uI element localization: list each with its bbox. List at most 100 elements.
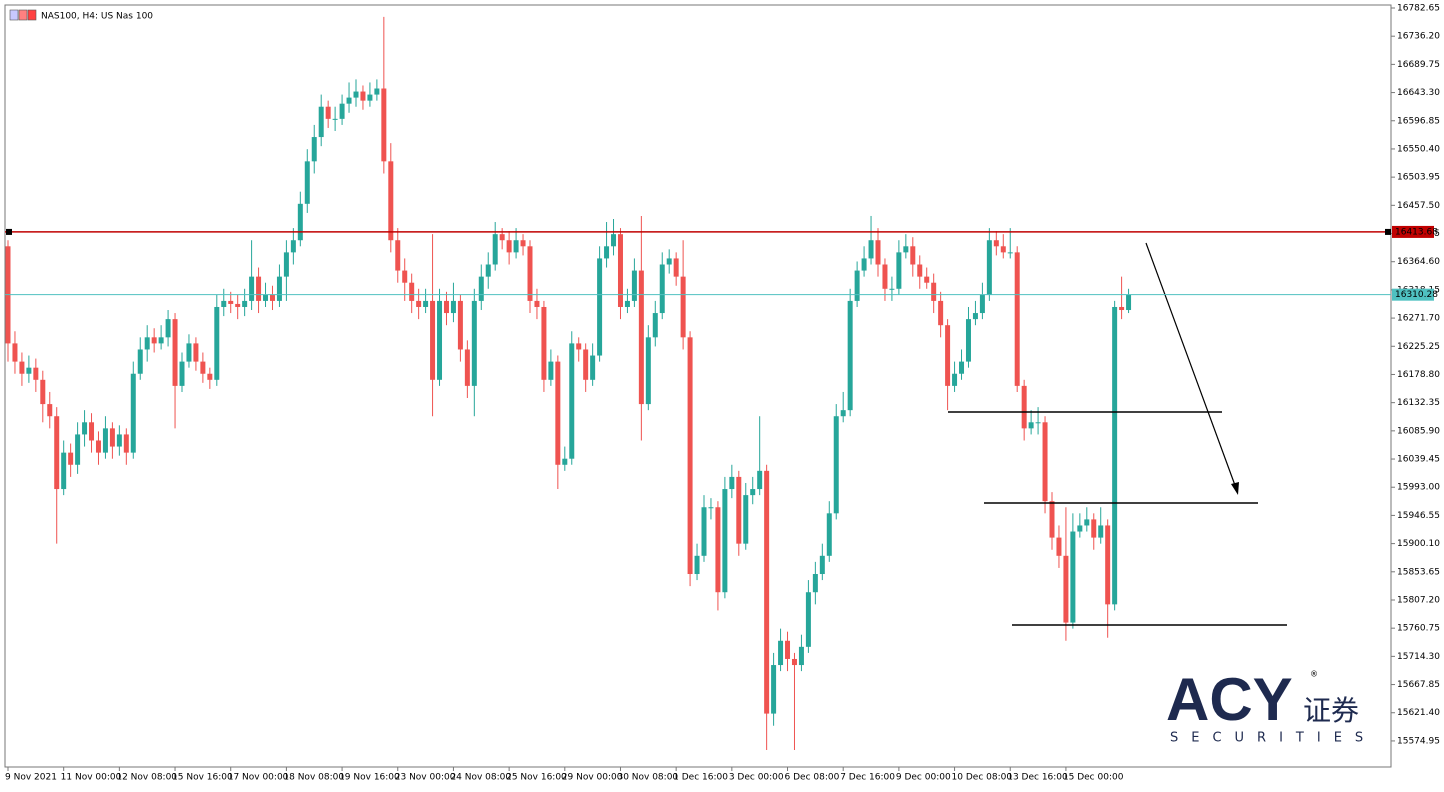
candle-body xyxy=(659,264,665,314)
candle-body xyxy=(910,246,916,265)
price-tag-label: 16310.28 xyxy=(1395,290,1438,300)
candle-body xyxy=(729,476,735,490)
candle-body xyxy=(819,555,825,575)
candle-body xyxy=(1077,525,1083,532)
candle-body xyxy=(861,258,867,271)
candle-body xyxy=(666,258,672,265)
candle-body xyxy=(938,300,944,326)
candle-body xyxy=(1119,306,1125,311)
candle-body xyxy=(590,355,596,380)
candle-body xyxy=(1098,525,1104,538)
candle-body xyxy=(965,319,971,362)
candle-body xyxy=(339,103,345,119)
candle-body xyxy=(242,300,248,307)
candle-body xyxy=(722,489,728,593)
candle-body xyxy=(186,343,192,362)
candle-body xyxy=(833,416,839,514)
y-tick-label: 16085.90 xyxy=(1397,426,1440,436)
candle-body xyxy=(89,422,95,441)
candle-body xyxy=(708,507,714,509)
y-tick-label: 15621.40 xyxy=(1397,708,1440,718)
candle-body xyxy=(318,106,324,138)
candle-body xyxy=(109,428,115,447)
candle-body xyxy=(687,337,693,575)
candle-body xyxy=(95,440,101,453)
candle-body xyxy=(534,300,540,307)
candle-body xyxy=(771,665,777,714)
y-tick-label: 15574.95 xyxy=(1397,736,1440,746)
price-tag xyxy=(1392,288,1434,301)
candle-body xyxy=(1063,555,1069,623)
candle-body xyxy=(604,246,610,259)
candle-body xyxy=(750,489,756,496)
candle-body xyxy=(513,240,519,253)
candle-body xyxy=(12,343,18,362)
candle-body xyxy=(680,276,686,338)
candle-body xyxy=(381,88,387,162)
candle-body xyxy=(276,276,282,301)
candle-body xyxy=(33,367,39,380)
candle-body xyxy=(701,507,707,556)
x-tick-label: 6 Dec 08:00 xyxy=(785,773,840,783)
y-tick-label: 16364.60 xyxy=(1397,257,1440,267)
candle-body xyxy=(402,270,408,283)
candle-body xyxy=(583,349,589,380)
candle-body xyxy=(1028,422,1034,429)
logo-tagline: SECURITIES xyxy=(1170,731,1376,746)
candle-body xyxy=(986,240,992,295)
candle-body xyxy=(193,343,199,362)
candle-body xyxy=(736,476,742,544)
candle-body xyxy=(437,300,443,380)
candle-body xyxy=(311,137,317,162)
y-tick-label: 16596.85 xyxy=(1397,116,1440,126)
candle-body xyxy=(283,252,289,277)
symbol-icon xyxy=(18,9,28,21)
x-tick-label: 9 Nov 2021 xyxy=(5,773,57,783)
candle-body xyxy=(931,282,937,301)
y-tick-label: 15807.20 xyxy=(1397,595,1440,605)
x-tick-label: 17 Nov 00:00 xyxy=(228,773,289,783)
candle-body xyxy=(847,300,853,411)
logo-chinese: 证券 xyxy=(1303,694,1359,727)
x-tick-label: 12 Nov 08:00 xyxy=(116,773,177,783)
candle-body xyxy=(151,337,157,344)
y-tick-label: 16457.50 xyxy=(1397,201,1440,211)
candle-body xyxy=(924,276,930,283)
candle-body xyxy=(374,88,380,95)
y-tick-label: 15760.75 xyxy=(1397,624,1440,634)
candle-body xyxy=(757,470,763,490)
x-tick-label: 24 Nov 08:00 xyxy=(450,773,511,783)
y-tick-label: 16550.40 xyxy=(1397,144,1440,154)
x-tick-label: 23 Nov 00:00 xyxy=(395,773,456,783)
candle-body xyxy=(54,416,60,490)
candle-body xyxy=(1105,525,1111,605)
candle-body xyxy=(269,294,275,301)
candle-body xyxy=(555,361,561,465)
candle-body xyxy=(993,240,999,247)
y-tick-label: 16782.65 xyxy=(1397,4,1440,14)
candle-body xyxy=(485,264,491,277)
candle-body xyxy=(263,294,269,301)
y-tick-label: 16689.75 xyxy=(1397,60,1440,70)
candle-body xyxy=(576,343,582,350)
candle-body xyxy=(158,337,164,344)
y-tick-label: 16225.25 xyxy=(1397,342,1440,352)
symbol-icon xyxy=(27,9,37,21)
candle-body xyxy=(889,288,895,290)
y-tick-label: 16643.30 xyxy=(1397,88,1440,98)
candle-body xyxy=(715,507,721,593)
candle-body xyxy=(506,240,512,253)
candle-body xyxy=(19,361,25,374)
candle-body xyxy=(854,270,860,301)
candle-body xyxy=(221,300,227,307)
candle-body xyxy=(979,294,985,314)
candle-body xyxy=(611,234,617,247)
logo-mark: ® xyxy=(1310,670,1318,679)
candle-body xyxy=(945,325,951,386)
y-tick-label: 15900.10 xyxy=(1397,539,1440,549)
candle-body xyxy=(903,246,909,253)
candle-body xyxy=(416,300,422,307)
candle-body xyxy=(896,252,902,289)
y-tick-label: 15853.65 xyxy=(1397,567,1440,577)
candle-body xyxy=(346,97,352,104)
